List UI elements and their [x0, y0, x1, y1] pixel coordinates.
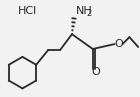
Text: O: O [114, 39, 123, 49]
Text: 2: 2 [87, 9, 92, 18]
Text: HCl: HCl [18, 6, 37, 16]
Text: O: O [91, 67, 100, 77]
Text: NH: NH [76, 6, 93, 16]
